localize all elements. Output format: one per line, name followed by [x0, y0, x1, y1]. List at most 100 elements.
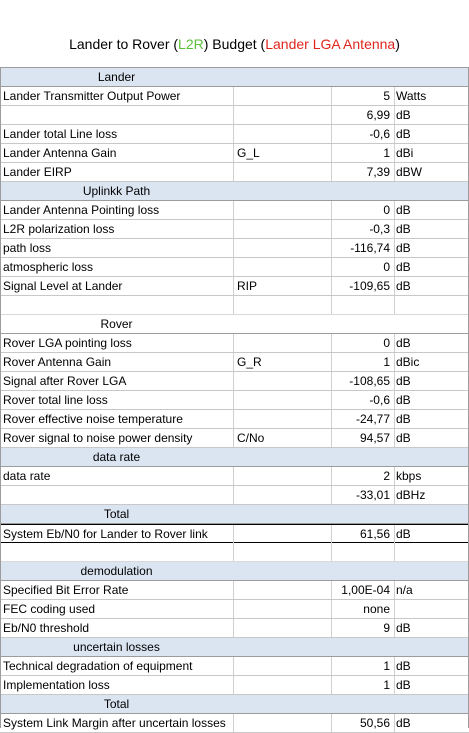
title-suffix: ) — [395, 36, 400, 52]
table-row: Signal Level at Lander RIP -109,65 dB — [0, 277, 469, 296]
row-symbol — [233, 334, 331, 352]
row-symbol — [233, 125, 331, 143]
row-unit: Watts — [394, 87, 464, 105]
title-middle: ) Budget ( — [203, 36, 266, 52]
table-row: Lander Antenna Pointing loss 0 dB — [0, 201, 469, 220]
row-value: 7,39 — [331, 163, 390, 181]
table-row: Lander EIRP 7,39 dBW — [0, 163, 469, 182]
row-unit: dB — [394, 220, 464, 238]
title-link-code: L2R — [178, 36, 204, 52]
table-row: Lander Antenna Gain G_L 1 dBi — [0, 144, 469, 163]
row-unit: dB — [394, 391, 464, 409]
section-header: Uplinkk Path — [0, 182, 469, 201]
row-symbol: G_R — [233, 353, 331, 371]
row-value: 94,57 — [331, 429, 390, 447]
row-label: Lander Transmitter Output Power — [3, 89, 181, 103]
table-row: Rover total line loss -0,6 dB — [0, 391, 469, 410]
row-unit: dBHz — [394, 486, 464, 504]
table-row: Lander Transmitter Output Power 5 Watts — [0, 87, 469, 106]
table-row: path loss -116,74 dB — [0, 239, 469, 258]
row-symbol: RIP — [233, 277, 331, 295]
table-row: Rover effective noise temperature -24,77 d… — [0, 410, 469, 429]
table-row: Specified Bit Error Rate 1,00E-04 n/a — [0, 581, 469, 600]
row-value: none — [331, 600, 390, 618]
row-value: 1,00E-04 — [331, 581, 390, 599]
row-symbol — [233, 525, 331, 543]
empty-cell — [331, 296, 390, 314]
row-value: 2 — [331, 467, 390, 485]
title-antenna: Lander LGA Antenna — [265, 36, 396, 52]
total-row: System Eb/N0 for Lander to Rover link 61,… — [0, 524, 469, 543]
row-label: Lander Antenna Gain — [3, 146, 117, 160]
row-symbol — [233, 581, 331, 599]
row-value: -24,77 — [331, 410, 390, 428]
row-unit: dB — [394, 258, 464, 276]
row-unit: dB — [394, 676, 464, 694]
sheet-title: Lander to Rover (L2R) Budget (Lander LGA… — [0, 0, 469, 68]
row-value: 6,99 — [331, 106, 390, 124]
section-header: demodulation — [0, 562, 469, 581]
table-row: data rate 2 kbps — [0, 467, 469, 486]
empty-cell — [233, 543, 331, 561]
row-symbol — [233, 410, 331, 428]
row-label: Lander total Line loss — [3, 127, 118, 141]
row-unit: dB — [394, 429, 464, 447]
row-label — [3, 106, 233, 124]
row-symbol — [233, 676, 331, 694]
row-value: -33,01 — [331, 486, 390, 504]
section-header: Lander — [0, 68, 469, 87]
row-value: -0,3 — [331, 220, 390, 238]
row-label: Rover signal to noise power density — [3, 431, 193, 445]
row-value: 5 — [331, 87, 390, 105]
table-row: -33,01 dBHz — [0, 486, 469, 505]
row-value: 1 — [331, 657, 390, 675]
empty-cell — [331, 543, 390, 561]
row-symbol — [233, 600, 331, 618]
table-row: Rover Antenna Gain G_R 1 dBic — [0, 353, 469, 372]
row-value: 0 — [331, 258, 390, 276]
row-unit: dB — [394, 619, 464, 637]
row-value: 1 — [331, 676, 390, 694]
row-label: Specified Bit Error Rate — [3, 583, 129, 597]
row-unit: dBic — [394, 353, 464, 371]
row-value: 1 — [331, 144, 390, 162]
row-value: -108,65 — [331, 372, 390, 390]
section-header: uncertain losses — [0, 638, 469, 657]
row-label: Rover LGA pointing loss — [3, 336, 132, 350]
table-row: Rover LGA pointing loss 0 dB — [0, 334, 469, 353]
row-unit: dB — [394, 410, 464, 428]
row-unit: dB — [394, 239, 464, 257]
row-symbol — [233, 486, 331, 504]
row-label: System Link Margin after uncertain losse… — [3, 716, 226, 730]
row-label: Signal after Rover LGA — [3, 374, 127, 388]
empty-cell — [233, 296, 331, 314]
row-unit: dBW — [394, 163, 464, 181]
row-symbol — [233, 467, 331, 485]
row-unit: n/a — [394, 581, 464, 599]
row-symbol — [233, 657, 331, 675]
row-symbol — [233, 258, 331, 276]
row-label: L2R polarization loss — [3, 222, 115, 236]
row-value: -109,65 — [331, 277, 390, 295]
row-symbol — [233, 106, 331, 124]
row-unit: dB — [394, 714, 464, 732]
row-unit: kbps — [394, 467, 464, 485]
row-label: path loss — [3, 241, 52, 255]
blank-row — [0, 543, 469, 562]
row-unit: dB — [394, 201, 464, 219]
row-label: Rover total line loss — [3, 393, 108, 407]
row-value: 0 — [331, 334, 390, 352]
row-symbol — [233, 201, 331, 219]
section-label: data rate — [92, 450, 141, 464]
row-symbol — [233, 163, 331, 181]
section-label: Lander — [97, 70, 136, 84]
section-header: Total — [0, 695, 469, 714]
row-value: -0,6 — [331, 125, 390, 143]
title-prefix: Lander to Rover ( — [69, 36, 179, 52]
table-row: atmospheric loss 0 dB — [0, 258, 469, 277]
section-label: Total — [103, 507, 130, 521]
row-label — [3, 486, 233, 504]
row-value: 0 — [331, 201, 390, 219]
row-symbol — [233, 239, 331, 257]
